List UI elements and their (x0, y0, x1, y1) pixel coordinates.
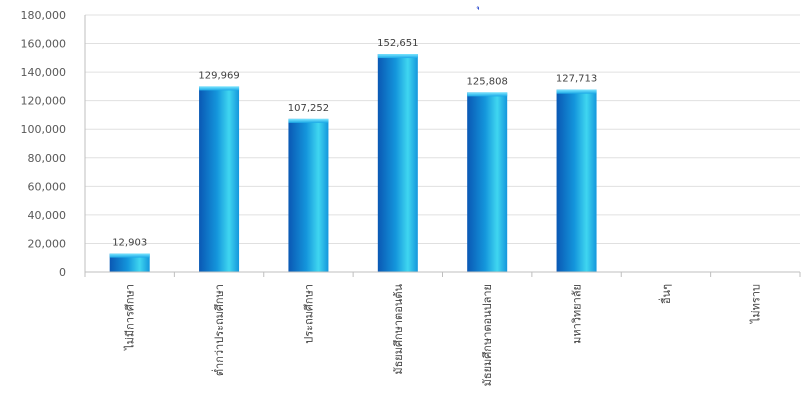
bar-body (199, 86, 240, 272)
data-label: 129,969 (198, 70, 239, 81)
y-tick-label: 180,000 (21, 9, 67, 22)
bars (109, 54, 597, 273)
y-tick-label: 140,000 (21, 66, 67, 79)
bar (288, 118, 329, 272)
y-tick-label: 80,000 (28, 152, 67, 165)
y-axis-tick-labels: 0 20,000 40,000 60,000 80,000 100,000 120,000 1… (21, 9, 67, 279)
category-label: มัธยมศึกษาตอนปลาย (481, 284, 494, 386)
category-label: มหาวิทยาลัย (571, 284, 584, 344)
y-tick-label: 0 (59, 266, 66, 279)
bar-body (467, 92, 508, 272)
y-tick-label: 20,000 (28, 237, 67, 250)
y-tick-label: 120,000 (21, 95, 67, 108)
y-tick-label: 100,000 (21, 123, 67, 136)
category-label: ไม่ทราบ (749, 284, 762, 324)
data-label: 107,252 (288, 103, 329, 114)
bar-cap (199, 86, 240, 91)
bar (556, 89, 597, 273)
bar-cap (467, 92, 508, 97)
bar-body (288, 118, 329, 272)
data-label: 152,651 (377, 38, 418, 49)
axes (84, 15, 801, 277)
y-tick-label: 160,000 (21, 38, 67, 51)
bar (467, 92, 508, 272)
data-label: 125,808 (467, 76, 508, 87)
bar-cap (377, 54, 418, 59)
data-label: 12,903 (112, 238, 147, 249)
gridlines (85, 14, 800, 273)
data-label: 127,713 (556, 74, 597, 85)
bar-cap (288, 118, 329, 123)
bar-body (377, 54, 418, 272)
bar-body (109, 253, 150, 272)
bar (377, 54, 418, 272)
category-label: ไม่มีการศึกษา (124, 284, 137, 351)
category-label: อื่นๆ (658, 284, 673, 304)
bar-cap (556, 89, 597, 94)
category-label: มัธยมศึกษาตอนต้น (392, 284, 405, 375)
bar (109, 253, 150, 272)
x-axis-category-labels: ไม่มีการศึกษา ต่ำกว่าประถมศึกษา ประถมศึกษา… (124, 284, 763, 387)
category-label: ต่ำกว่าประถมศึกษา (211, 284, 226, 376)
y-tick-label: 60,000 (28, 180, 67, 193)
data-labels: 12,903 129,969 107,252 152,651 125,808 127,71… (112, 38, 597, 249)
category-label: ประถมศึกษา (302, 284, 315, 344)
bar-cap (109, 253, 150, 258)
bar-body (556, 89, 597, 273)
y-tick-label: 40,000 (28, 209, 67, 222)
chart-title-fragment: ุ (476, 6, 479, 10)
bar (199, 86, 240, 272)
